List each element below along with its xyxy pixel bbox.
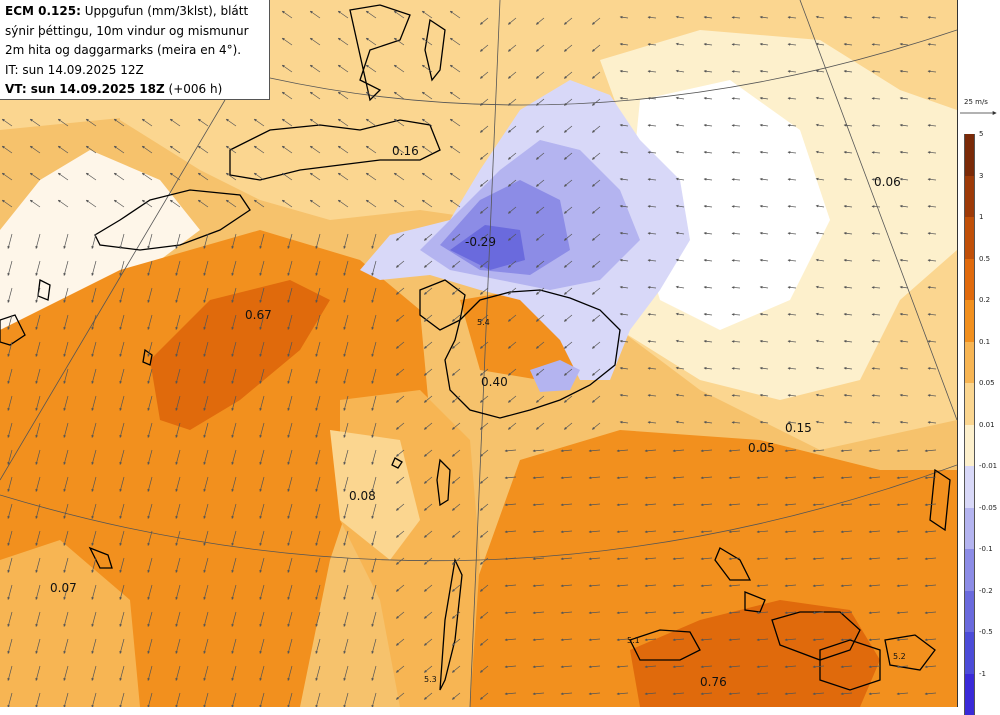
legend-positive-label: 0.5 [979,255,990,263]
model-name: ECM 0.125: [5,4,81,18]
valid-time: VT: sun 14.09.2025 18Z [5,82,165,96]
contour-label: 5.3 [424,675,437,684]
legend-negative-swatch [964,674,975,715]
map-label: 0.16 [392,144,419,158]
contour-label: 5.2 [893,652,906,661]
legend-negative-label: -0.01 [979,462,997,470]
title-text: Uppgufun (mm/3klst), blátt [81,4,248,18]
legend-positive-label: 0.05 [979,379,995,387]
map-label: -0.29 [465,235,496,249]
map-label: 0.67 [245,308,272,322]
lead-time: (+006 h) [165,82,223,96]
init-time: IT: sun 14.09.2025 12Z [5,61,269,81]
legend-positive-label: 0.2 [979,296,990,304]
legend-negative-label: -0.1 [979,545,993,553]
legend-positive-label: 0.01 [979,421,995,429]
legend-negative-swatch [964,466,975,508]
title-line-3: 2m hita og daggarmarks (meira en 4°). [5,41,269,61]
contour-label: 5.4 [477,318,490,327]
map-info-box: ECM 0.125: Uppgufun (mm/3klst), blátt sý… [0,0,270,100]
legend-positive-label: 3 [979,172,983,180]
legend-positive-swatch [964,259,975,301]
legend-positive-swatch [964,300,975,342]
legend-negative-label: -0.05 [979,504,997,512]
legend-negative-swatch [964,508,975,550]
legend-negative-label: -0.5 [979,628,993,636]
legend-negative-swatch [964,632,975,674]
legend-negative-swatch [964,591,975,633]
legend-positive-swatch [964,134,975,176]
legend-positive-swatch [964,176,975,218]
map-label: 0.07 [50,581,77,595]
map-label: 0.15 [785,421,812,435]
map-label: 0.40 [481,375,508,389]
title-line-2: sýnir þéttingu, 10m vindur og mismunur [5,22,269,42]
map-label: 0.06 [874,175,901,189]
legend-positive-swatch [964,425,975,467]
legend-positive-swatch [964,383,975,425]
legend-negative-label: -0.2 [979,587,993,595]
map-label: 0.08 [349,489,376,503]
map-label: 0.05 [748,441,775,455]
contour-label: 5.1 [627,636,640,645]
legend-positive-label: 5 [979,130,983,138]
legend-positive-swatch [964,217,975,259]
legend-positive-label: 1 [979,213,983,221]
legend-negative-swatch [964,549,975,591]
legend-negative-label: -1 [979,670,986,678]
evaporation-map [0,0,957,707]
legend-positive-swatch [964,342,975,384]
map-label: 0.76 [700,675,727,689]
legend-positive-label: 0.1 [979,338,990,346]
